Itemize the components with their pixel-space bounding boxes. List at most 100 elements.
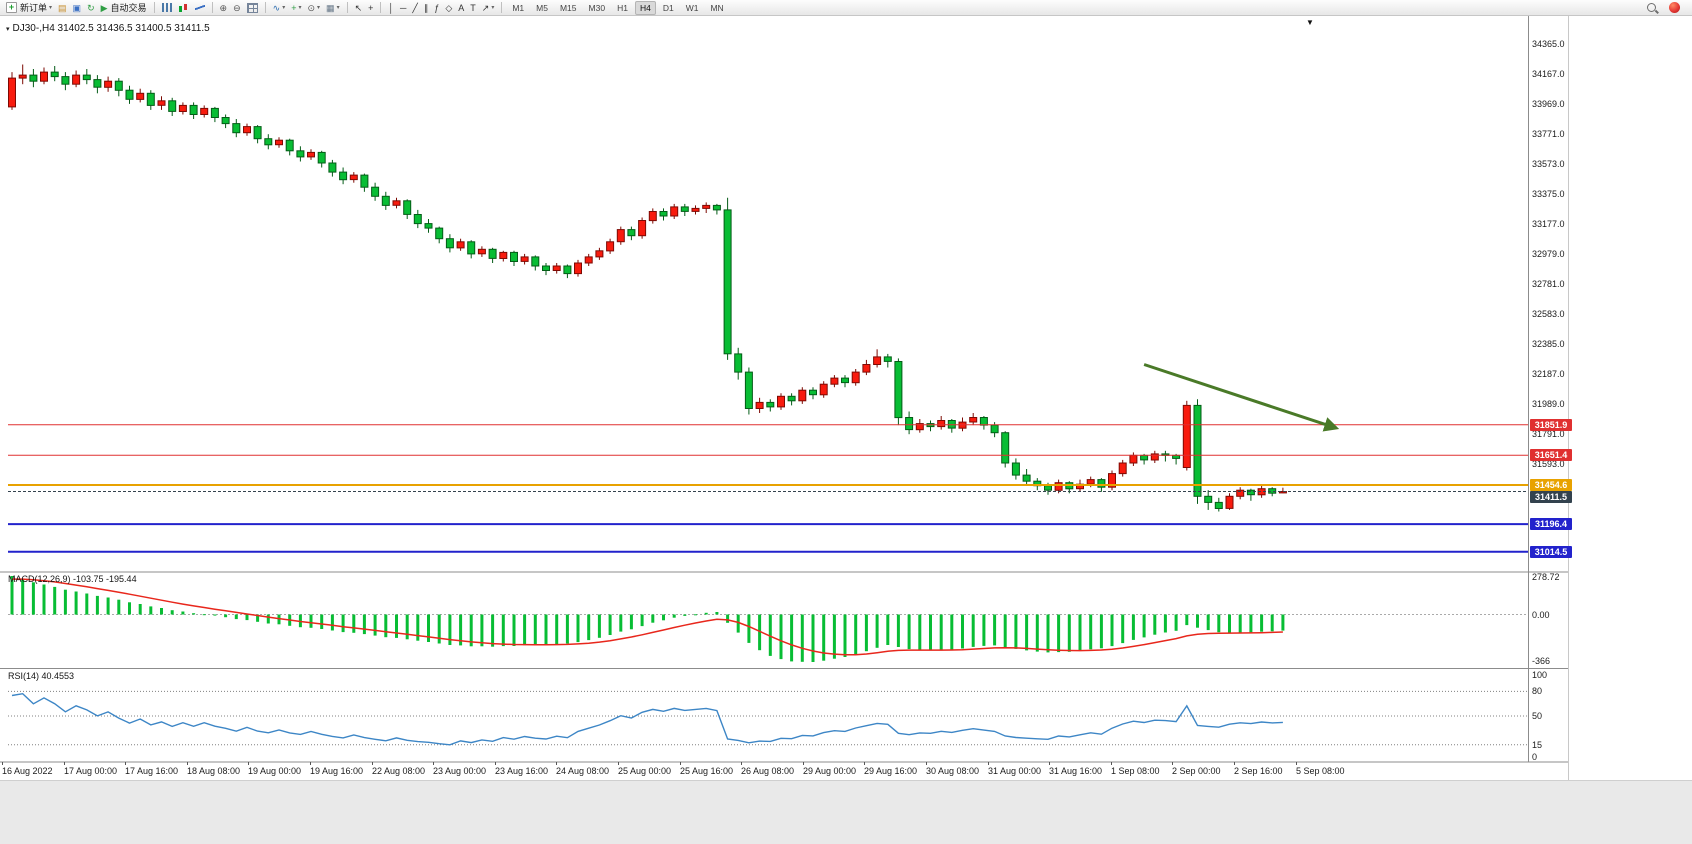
- toolbar-separator: [211, 2, 213, 13]
- price-badge: 31651.4: [1530, 449, 1572, 461]
- candlestick-series[interactable]: [8, 64, 1287, 512]
- refresh-icon[interactable]: ↻: [85, 1, 97, 15]
- cursor-icon: ↖: [354, 2, 363, 13]
- label-icon[interactable]: T: [468, 1, 478, 15]
- zoom-in-icon[interactable]: ⊕: [218, 1, 230, 15]
- refresh-icon: ↻: [87, 2, 95, 13]
- timeframe-m1-button[interactable]: M1: [512, 2, 525, 13]
- dropdown-arrow-icon: ▾: [298, 5, 302, 11]
- dropdown-arrow-icon: ▾: [282, 5, 286, 11]
- toolbar-separator: [346, 2, 348, 13]
- search-icon[interactable]: [1645, 1, 1658, 15]
- algo-trading-button[interactable]: ▶ 自动交易: [99, 1, 149, 15]
- time-label: 17 Aug 16:00: [125, 766, 179, 776]
- line-chart-icon: [194, 3, 205, 12]
- shapes-icon[interactable]: ◇: [443, 1, 454, 15]
- chart-window[interactable]: ▾ DJ30-,H4 31402.5 31436.5 31400.5 31411…: [0, 16, 1692, 780]
- timeframe-m5-button[interactable]: M5: [536, 2, 548, 13]
- toolbar-separator: [501, 2, 503, 13]
- dropdown-arrow-icon: ▾: [49, 5, 53, 11]
- candlestick-chart-icon: [177, 2, 189, 13]
- time-tick: [125, 762, 126, 765]
- chart-shift-marker[interactable]: ▼: [1306, 18, 1314, 27]
- periods-icon: ⊙: [307, 2, 316, 13]
- candlestick-chart-icon[interactable]: [176, 1, 191, 15]
- timeframe-h4-button[interactable]: H4: [634, 0, 656, 15]
- macd-indicator-label: MACD(12,26,9) -103.75 -195.44: [8, 574, 137, 584]
- tile-windows-icon[interactable]: [245, 1, 260, 15]
- time-tick: [803, 762, 804, 765]
- timeframe-m15-button[interactable]: M15: [559, 2, 577, 13]
- timeframe-m30-button[interactable]: M30: [588, 2, 606, 13]
- vertical-line-icon[interactable]: │: [386, 1, 396, 15]
- arrows-icon: ↗: [481, 2, 490, 13]
- shapes-icon: ◇: [445, 2, 453, 13]
- zoom-out-icon[interactable]: ⊖: [231, 1, 243, 15]
- periods-icon[interactable]: ⊙ ▾: [305, 1, 322, 15]
- time-label: 29 Aug 16:00: [864, 766, 918, 776]
- price-tick: 32781.0: [1532, 279, 1565, 289]
- fibonacci-icon[interactable]: ƒ: [432, 1, 441, 15]
- text-icon[interactable]: A: [456, 1, 466, 15]
- indicators-icon[interactable]: ∿ ▾: [271, 1, 288, 15]
- tile-windows-icon: [246, 2, 258, 13]
- time-label: 16 Aug 2022: [2, 766, 53, 776]
- time-tick: [1296, 762, 1297, 765]
- price-axis[interactable]: 34365.0 34167.0 33969.0 33771.0 33573.0 33375…: [1530, 16, 1590, 780]
- text-icon: A: [458, 2, 465, 13]
- price-tick: 31989.0: [1532, 399, 1565, 409]
- time-tick: [310, 762, 311, 765]
- price-tick: 32187.0: [1532, 369, 1565, 379]
- time-label: 5 Sep 08:00: [1296, 766, 1345, 776]
- toolbar: + 新订单 ▾ ▤ ▣ ↻ ▶ 自动交易 ⊕ ⊖ ∿ ▾ + ▾ ⊙ ▾ ▦ ▾ ↖ + │ ─ ╱ ∥ ƒ ◇ A T ↗ ▾ M1 M5…: [0, 0, 1692, 16]
- channel-icon[interactable]: ∥: [422, 1, 431, 15]
- line-chart-icon[interactable]: [193, 1, 207, 15]
- macd-axis-value: -366: [1532, 656, 1551, 666]
- timeframe-toolbar: M1 M5 M15 M30 H1 H4 D1 W1 MN: [506, 0, 729, 16]
- rsi-axis: 100 80 50 15 0: [1530, 16, 1590, 780]
- horizontal-line-icon[interactable]: ─: [398, 1, 408, 15]
- time-label: 19 Aug 00:00: [248, 766, 302, 776]
- arrows-icon[interactable]: ↗ ▾: [480, 1, 497, 15]
- macd-axis: 278.72 0.00 -366: [1530, 16, 1590, 780]
- time-tick: [64, 762, 65, 765]
- time-label: 2 Sep 16:00: [1234, 766, 1283, 776]
- dropdown-arrow-icon: ▾: [491, 5, 495, 11]
- time-label: 29 Aug 00:00: [803, 766, 857, 776]
- trendline-icon[interactable]: ╱: [410, 1, 419, 15]
- add-indicator-icon: +: [291, 2, 297, 13]
- broker-logo-icon[interactable]: [1667, 1, 1682, 15]
- time-axis[interactable]: 16 Aug 2022 17 Aug 00:00 17 Aug 16:00 18 Au…: [0, 762, 1528, 780]
- new-order-button[interactable]: + 新订单 ▾: [4, 1, 54, 15]
- chart-canvas[interactable]: [0, 16, 1570, 780]
- rsi-level-value: 0: [1532, 752, 1538, 762]
- timeframe-d1-button[interactable]: D1: [662, 2, 674, 13]
- community-icon[interactable]: ▣: [71, 1, 84, 15]
- trend-arrow-annotation[interactable]: [1143, 363, 1340, 432]
- timeframe-w1-button[interactable]: W1: [685, 2, 699, 13]
- timeframe-mn-button[interactable]: MN: [710, 2, 724, 13]
- time-label: 18 Aug 08:00: [187, 766, 241, 776]
- label-icon: T: [470, 2, 476, 13]
- add-indicator-icon[interactable]: + ▾: [289, 1, 303, 15]
- new-order-icon: +: [6, 2, 17, 13]
- time-label: 31 Aug 16:00: [1049, 766, 1103, 776]
- profiles-icon[interactable]: ▤: [56, 1, 69, 15]
- bar-chart-icon[interactable]: [160, 1, 174, 15]
- zoom-in-icon: ⊕: [219, 2, 228, 13]
- trendline-icon: ╱: [412, 2, 418, 13]
- timeframe-h1-button[interactable]: H1: [617, 2, 628, 13]
- algo-trading-icon: ▶: [100, 2, 108, 13]
- rsi-level-value: 80: [1532, 686, 1543, 696]
- price-badge: 31851.9: [1530, 419, 1572, 431]
- price-tick: 33771.0: [1532, 129, 1565, 139]
- templates-icon[interactable]: ▦ ▾: [324, 1, 342, 15]
- collapse-arrow-icon[interactable]: ▾: [6, 25, 10, 33]
- price-tick: 32385.0: [1532, 339, 1565, 349]
- dropdown-arrow-icon: ▾: [336, 5, 340, 11]
- crosshair-icon[interactable]: +: [366, 1, 375, 15]
- cursor-icon[interactable]: ↖: [353, 1, 365, 15]
- rsi-level-value: 15: [1532, 740, 1543, 750]
- toolbar-buttons-group: + 新订单 ▾ ▤ ▣ ↻ ▶ 自动交易 ⊕ ⊖ ∿ ▾ + ▾ ⊙ ▾ ▦ ▾ ↖ + │ ─ ╱ ∥ ƒ ◇ A T ↗ ▾: [3, 0, 506, 16]
- indicators-icon: ∿: [272, 2, 281, 13]
